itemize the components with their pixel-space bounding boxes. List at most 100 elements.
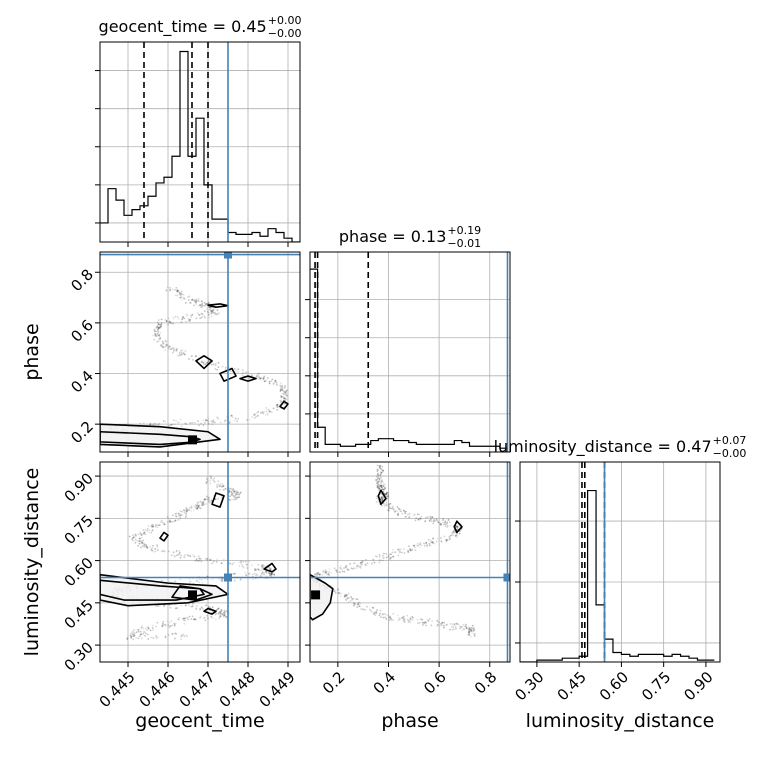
sample-dot <box>199 422 202 425</box>
sample-dot <box>168 425 170 428</box>
sample-dot <box>179 354 182 357</box>
sample-dot <box>157 423 160 426</box>
sample-dot <box>317 572 320 574</box>
sample-dot <box>317 572 320 574</box>
sample-dot <box>188 319 191 322</box>
sample-dot <box>266 414 269 417</box>
sample-dot <box>203 503 206 506</box>
sample-dot <box>180 350 183 353</box>
sample-dot <box>140 540 143 543</box>
sample-dot <box>345 593 348 596</box>
sample-dot <box>422 621 425 624</box>
sample-dot <box>276 403 279 406</box>
sample-dot <box>197 297 200 300</box>
sample-dot <box>456 536 459 539</box>
sample-dot <box>431 620 434 623</box>
sample-dot <box>185 510 188 513</box>
contour-level <box>171 585 213 601</box>
sample-dot <box>187 318 190 321</box>
sample-dot <box>224 610 226 613</box>
sample-dot <box>193 618 196 621</box>
sample-dot <box>360 608 363 611</box>
sample-dot <box>441 623 443 626</box>
sample-dot <box>347 600 350 603</box>
sample-dot <box>448 521 451 524</box>
sample-dot <box>189 581 191 584</box>
sample-dot <box>209 306 212 309</box>
sample-dot <box>440 624 443 627</box>
sample-dot <box>197 420 199 423</box>
sample-dot <box>212 479 214 481</box>
sample-dot <box>378 555 381 558</box>
sample-dot <box>222 485 224 487</box>
sample-dot <box>183 556 186 559</box>
sample-dot <box>167 580 170 583</box>
sample-dot <box>267 408 270 411</box>
panel-frame <box>99 251 301 453</box>
sample-dot <box>440 524 442 527</box>
sample-dot <box>183 635 186 638</box>
sample-dot <box>190 618 193 620</box>
sample-dot <box>396 510 399 512</box>
sample-dot <box>328 574 331 576</box>
sample-dot <box>207 417 210 420</box>
sample-dot <box>142 542 145 545</box>
sample-dot <box>195 300 198 303</box>
sample-dot <box>345 564 347 567</box>
sample-dot <box>185 313 188 316</box>
sample-dot <box>432 542 435 544</box>
sample-dot <box>131 538 133 541</box>
sample-dot <box>210 315 213 318</box>
histogram-step <box>520 489 715 662</box>
sample-dot <box>345 594 348 597</box>
y-tick-label: 0.90 <box>61 469 97 505</box>
sample-dot <box>183 619 186 622</box>
sample-dot <box>195 504 198 507</box>
sample-dot <box>383 504 386 507</box>
sample-dot <box>254 412 256 415</box>
sample-dot <box>210 500 213 503</box>
sample-dot <box>360 561 363 563</box>
sample-dot <box>222 614 225 617</box>
sample-dot <box>232 494 235 497</box>
sample-dot <box>179 294 182 297</box>
sample-dot <box>159 521 162 523</box>
sample-dot <box>218 488 221 491</box>
sample-dot <box>180 352 183 354</box>
sample-dot <box>270 573 273 576</box>
sample-dot <box>143 546 146 548</box>
sample-dot <box>195 608 197 611</box>
sample-dot <box>379 612 381 615</box>
sample-dot <box>433 520 436 522</box>
sample-dot <box>169 288 172 291</box>
sample-dot <box>191 605 194 608</box>
sample-dot <box>162 342 165 345</box>
sample-dot <box>387 494 390 496</box>
sample-dot <box>184 350 187 353</box>
sample-dot <box>334 590 337 592</box>
sample-dot <box>178 351 181 354</box>
sample-dot <box>255 411 258 414</box>
sample-dot <box>408 516 411 518</box>
sample-dot <box>190 355 193 358</box>
sample-dot <box>407 550 410 553</box>
sample-dot <box>143 543 146 546</box>
sample-dot <box>205 482 208 484</box>
sample-dot <box>205 495 208 498</box>
sample-dot <box>238 493 240 496</box>
sample-dot <box>339 595 342 598</box>
title-upper-error: +0.07 <box>713 434 747 447</box>
sample-dot <box>200 507 202 510</box>
sample-dot <box>211 617 214 619</box>
sample-dot <box>381 495 384 498</box>
sample-dot <box>353 562 355 565</box>
sample-dot <box>179 296 182 299</box>
sample-dot <box>177 519 180 521</box>
sample-dot <box>266 410 268 413</box>
sample-dot <box>452 534 454 537</box>
sample-dot <box>384 616 387 619</box>
sample-dot <box>376 470 379 472</box>
sample-dot <box>445 624 448 626</box>
sample-dot <box>385 495 388 498</box>
sample-dot <box>316 573 319 576</box>
